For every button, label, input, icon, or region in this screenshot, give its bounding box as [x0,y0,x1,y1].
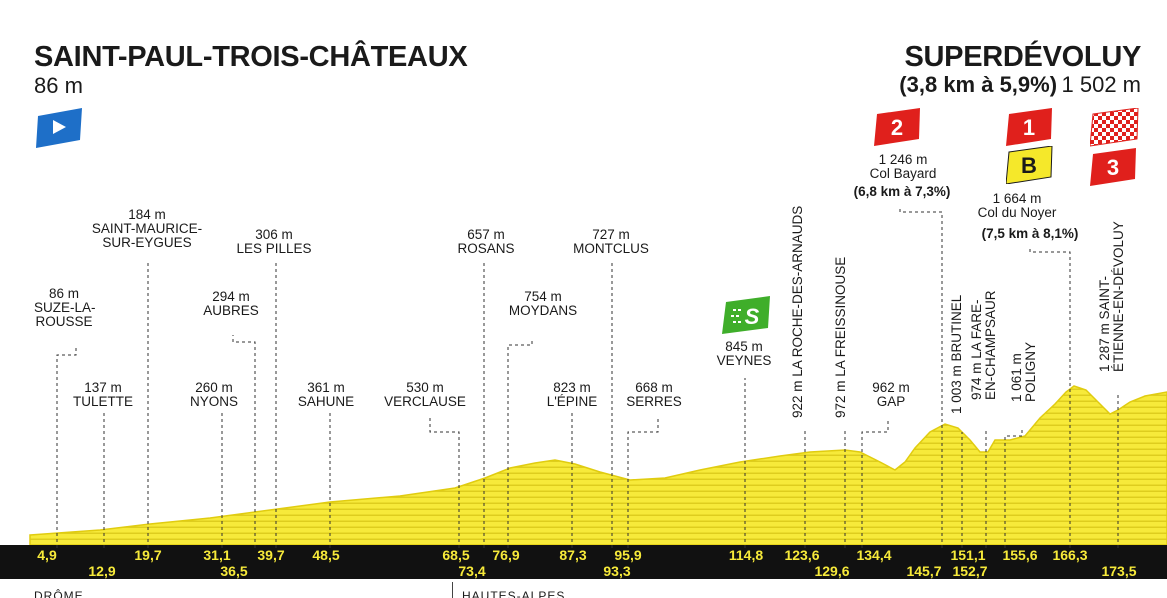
label-fare: 974 m LA FARE- EN-CHAMPSAUR [969,290,998,400]
km-19-7: 19,7 [134,547,162,563]
label-suze: 86 m SUZE-LA- ROUSSE [34,286,96,329]
km-31-1: 31,1 [203,547,231,563]
svg-text:3: 3 [1107,155,1119,180]
km-129-6: 129,6 [814,563,850,579]
profile-area [29,385,1167,546]
department-drome: DRÔME [34,589,84,598]
label-freissinouse: 972 m LA FREISSINOUSE [833,256,848,418]
km-155-6: 155,6 [1002,547,1038,563]
start-name: SAINT-PAUL-TROIS-CHÂTEAUX [34,41,468,73]
label-tulette: 137 m TULETTE [72,380,133,409]
label-bayard-climb: (6,8 km à 7,3%) [853,184,951,199]
label-noyer: 1 664 m Col du Noyer [977,191,1057,220]
label-sahune: 361 m SAHUNE [297,380,355,409]
label-nyons: 260 m NYONS [189,380,238,409]
km-band [0,545,1167,579]
km-68-5: 68,5 [442,547,470,563]
km-95-9: 95,9 [614,547,642,563]
leader-line [861,418,889,548]
label-stmaurice: 184 m SAINT-MAURICE- SUR-EYGUES [91,207,203,250]
km-39-7: 39,7 [257,547,285,563]
svg-text:2: 2 [891,115,903,140]
leader-line [429,418,460,548]
leader-line [232,335,256,548]
leader-line [507,338,533,548]
label-roche: 922 m LA ROCHE-DES-ARNAUDS [790,205,805,418]
km-87-3: 87,3 [559,547,587,563]
bonus-icon: B [1006,146,1053,184]
label-moydans: 754 m MOYDANS [508,289,578,318]
label-aubres: 294 m AUBRES [203,289,259,318]
leader-line [899,206,943,548]
leader-line [627,418,659,548]
start-flag-icon [36,108,82,148]
department-divider [452,582,453,598]
km-93-3: 93,3 [603,563,631,579]
label-noyer-climb: (7,5 km à 8,1%) [981,226,1079,241]
svg-text:S: S [745,304,760,329]
climb-cat3-icon: 3 [1090,148,1136,186]
climb-cat2-icon: 2 [874,108,920,146]
label-montclus: 727 m MONTCLUS [573,227,649,256]
department-hautes-alpes: HAUTES-ALPES [462,589,566,598]
km-152-7: 152,7 [952,563,988,579]
km-73-4: 73,4 [458,563,486,579]
km-114-8: 114,8 [728,547,764,563]
leader-line [1029,246,1071,548]
label-poligny: 1 061 m POLIGNY [1009,341,1038,402]
km-12-9: 12,9 [88,563,116,579]
label-verclause: 530 m VERCLAUSE [384,380,466,409]
leader-line [56,348,77,548]
km-48-5: 48,5 [312,547,340,563]
km-36-5: 36,5 [220,563,248,579]
finish-name: SUPERDÉVOLUY [904,41,1142,73]
sprint-icon: S [722,296,770,334]
svg-text:B: B [1021,153,1037,178]
label-stetienne: 1 287 m SAINT- ÉTIENNE-EN-DÉVOLUY [1097,221,1126,372]
start-altitude: 86 m [34,73,83,98]
km-151-1: 151,1 [950,547,986,563]
km-166-3: 166,3 [1052,547,1088,563]
label-brutinel: 1 003 m BRUTINEL [949,294,964,414]
finish-climb: (3,8 km à 5,9%) [899,72,1058,97]
leader-line [1004,430,1023,548]
km-134-4: 134,4 [856,547,892,563]
label-bayard: 1 246 m Col Bayard [869,152,937,181]
label-pilles: 306 m LES PILLES [236,227,312,256]
km-4-9: 4,9 [37,547,57,563]
km-173-5: 173,5 [1101,563,1137,579]
label-rosans: 657 m ROSANS [457,227,515,256]
label-gap: 962 m GAP [872,380,910,409]
km-123-6: 123,6 [784,547,820,563]
label-lepine: 823 m L'ÉPINE [546,380,598,409]
finish-subtitle: (3,8 km à 5,9%) 1 502 m [899,73,1141,97]
climb-cat1-icon: 1 [1006,108,1052,146]
label-veynes: 845 m VEYNES [716,339,772,368]
km-76-9: 76,9 [492,547,520,563]
finish-altitude: 1 502 m [1061,72,1142,97]
finish-flag-icon [1090,108,1139,147]
km-145-7: 145,7 [906,563,942,579]
label-serres: 668 m SERRES [626,380,682,409]
svg-text:1: 1 [1023,115,1035,140]
